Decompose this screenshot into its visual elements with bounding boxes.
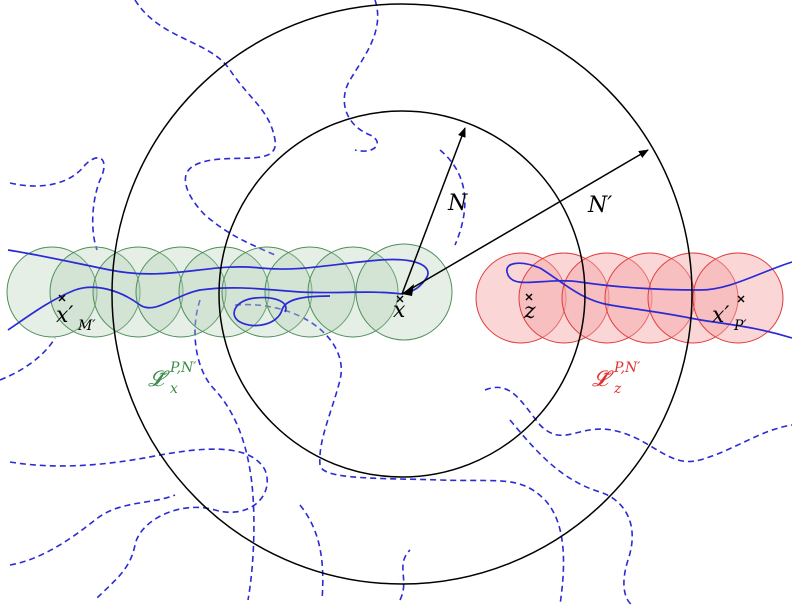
- radius-arrow-N: [401, 127, 466, 295]
- solid-path-red-upper: [506, 261, 792, 291]
- dashed-walk: [343, 0, 379, 152]
- dashed-walk: [509, 419, 633, 605]
- dashed-walk: [484, 386, 792, 463]
- label-L-tilde-x-subscript: x: [170, 381, 178, 397]
- label-L-tilde-z: 𝓛̃: [592, 367, 614, 392]
- dashed-walk: [234, 303, 565, 605]
- green-ball: [49, 246, 141, 338]
- label-x-P-prime-subscript: P′: [733, 318, 747, 334]
- outer-circle-radius-N-prime: [111, 3, 693, 585]
- dashed-walk: [9, 157, 105, 251]
- dashed-walk: [194, 299, 255, 601]
- label-L-tilde-x: 𝓛̃: [148, 367, 170, 392]
- dashed-walk: [399, 549, 411, 601]
- solid-path-red-lower: [539, 267, 792, 339]
- label-x: x: [393, 298, 406, 323]
- red-ball: [475, 252, 567, 344]
- red-ball: [518, 252, 610, 344]
- cross-marker-x-M: [58, 294, 66, 302]
- inner-circle-radius-N: [218, 110, 586, 478]
- dashed-walk: [439, 149, 466, 246]
- solid-path-green-loop: [233, 295, 331, 327]
- solid-paths: [7, 249, 792, 339]
- cross-marker-x-P: [737, 295, 745, 303]
- label-z: z: [523, 299, 536, 324]
- center-arrowhead: [402, 284, 414, 296]
- radius-arrow-N-prime: [401, 149, 649, 295]
- label-N-prime: N′: [587, 193, 612, 218]
- red-ball: [604, 252, 696, 344]
- point-markers: [58, 293, 745, 303]
- cross-marker-x: [396, 295, 404, 303]
- red-tube: [475, 252, 784, 344]
- red-ball: [692, 252, 784, 344]
- solid-path-green-lower: [7, 286, 403, 331]
- label-x-M-prime: x′: [56, 303, 73, 328]
- green-ball: [92, 246, 184, 338]
- label-L-tilde-x-superscript: P,N′: [169, 360, 197, 376]
- label-x-M-prime-subscript: M′: [77, 318, 96, 334]
- dashed-walk: [299, 504, 324, 601]
- label-L-tilde-z-subscript: z: [613, 381, 622, 397]
- label-x-P-prime: x′: [712, 303, 729, 328]
- dashed-walk: [134, 0, 276, 256]
- cross-marker-z: [525, 293, 533, 301]
- label-N: N: [447, 191, 468, 216]
- dashed-walk: [9, 494, 176, 566]
- dashed-walk: [9, 448, 268, 601]
- label-L-tilde-z-superscript: P,N′: [613, 360, 641, 376]
- dashed-walk: [0, 337, 56, 381]
